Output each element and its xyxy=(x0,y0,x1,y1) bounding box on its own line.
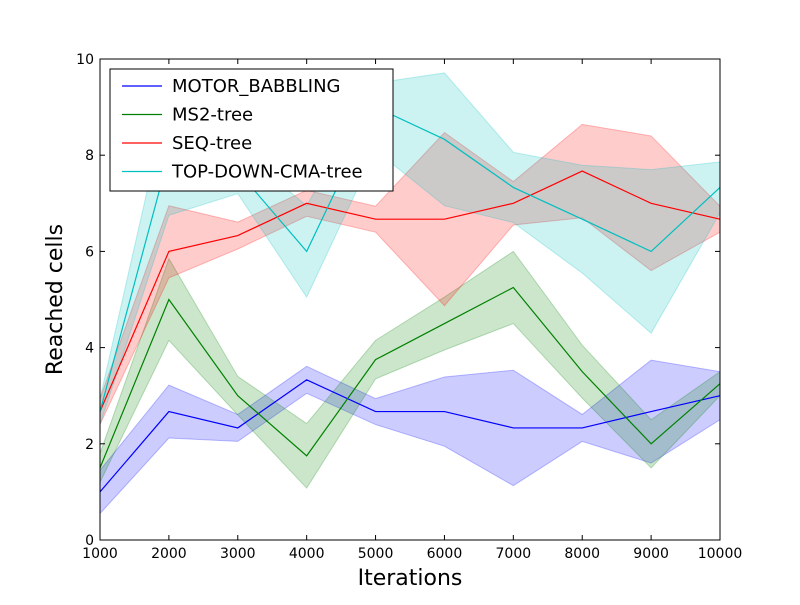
x-axis-title: Iterations xyxy=(358,566,463,591)
y-tick-label: 0 xyxy=(85,533,94,549)
legend-label-motor-babbling: MOTOR_BABBLING xyxy=(172,76,340,97)
y-tick-label: 8 xyxy=(85,148,94,164)
x-tick-label: 7000 xyxy=(496,546,532,562)
axis-ticks: 1000 2000 3000 4000 5000 6000 7000 8000 9000 1000… xyxy=(76,52,742,562)
plot-area xyxy=(99,58,721,541)
legend-box xyxy=(109,68,394,192)
y-tick-label: 2 xyxy=(85,437,94,453)
legend: MOTOR_BABBLING MS2-tree SEQ-tree TOP-DOWN-C… xyxy=(109,68,394,192)
x-tick-label: 9000 xyxy=(633,546,669,562)
x-tick-label: 2000 xyxy=(151,546,187,562)
y-tick-label: 6 xyxy=(85,244,94,260)
x-tick-label: 5000 xyxy=(358,546,394,562)
y-axis-title: Reached cells xyxy=(43,224,68,375)
x-tick-label: 3000 xyxy=(220,546,256,562)
x-tick-label: 10000 xyxy=(698,546,743,562)
series-line-seq-tree xyxy=(99,170,721,412)
x-tick-label: 8000 xyxy=(564,546,600,562)
y-tick-label: 10 xyxy=(76,52,94,68)
y-tick-label: 4 xyxy=(85,341,94,357)
x-tick-label: 6000 xyxy=(427,546,463,562)
legend-label-seq-tree: SEQ-tree xyxy=(172,133,252,154)
legend-label-ms2-tree: MS2-tree xyxy=(172,105,253,126)
legend-label-top-down-cma-tree: TOP-DOWN-CMA-tree xyxy=(171,162,363,183)
x-tick-label: 1000 xyxy=(82,546,118,562)
series-line-ms2-tree xyxy=(99,286,721,469)
x-tick-label: 4000 xyxy=(289,546,325,562)
series-line-motor-babbling xyxy=(99,379,721,493)
